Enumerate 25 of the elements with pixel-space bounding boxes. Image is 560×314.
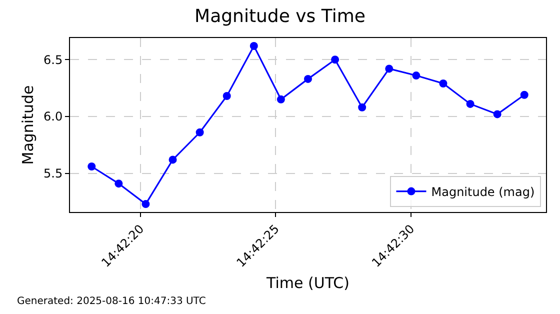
x-axis-title: Time (UTC) (266, 274, 350, 292)
point (88, 162, 96, 171)
point (168, 156, 177, 164)
point (331, 56, 340, 64)
point (493, 110, 502, 118)
point (358, 103, 366, 112)
point (250, 42, 258, 50)
point (114, 180, 123, 188)
point (222, 92, 231, 100)
point (276, 95, 285, 104)
point (520, 90, 528, 99)
y-axis-title: Magnitude (18, 85, 37, 165)
y-tick-label: 6.5 (44, 52, 63, 67)
legend-label: Magnitude (mag) (431, 184, 535, 199)
point (466, 100, 474, 108)
point (142, 200, 150, 208)
point (385, 64, 394, 73)
point (439, 79, 448, 88)
y-tick-label: 5.5 (44, 166, 63, 181)
point (304, 74, 312, 83)
point (412, 72, 420, 80)
text: Generated: 2025-08-16 10:47:33 UTC (17, 296, 206, 307)
point (196, 128, 204, 136)
y-tick-label: 6.0 (44, 110, 63, 124)
chart-title: Magnitude vs Time (194, 6, 366, 28)
